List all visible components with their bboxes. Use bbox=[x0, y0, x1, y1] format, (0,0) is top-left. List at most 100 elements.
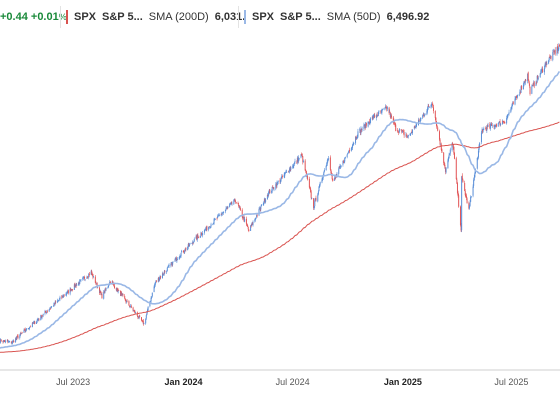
candle-body bbox=[201, 234, 203, 236]
candle-body bbox=[423, 114, 425, 116]
candle-body bbox=[380, 110, 382, 112]
candle-body bbox=[4, 340, 6, 343]
candle-body bbox=[87, 276, 89, 278]
candle-body bbox=[431, 103, 433, 105]
candle-body bbox=[221, 213, 223, 214]
candle-body bbox=[548, 60, 550, 64]
candle-body bbox=[129, 305, 131, 307]
candle-body bbox=[107, 286, 109, 288]
candle-body bbox=[528, 83, 530, 86]
candle-body bbox=[348, 150, 350, 152]
candle-body bbox=[183, 251, 185, 253]
candle-body bbox=[520, 86, 522, 93]
candle-body bbox=[67, 290, 69, 292]
candle-body bbox=[94, 276, 96, 283]
candle-body bbox=[289, 168, 291, 172]
candle-body bbox=[478, 145, 480, 150]
candle-body bbox=[522, 84, 524, 90]
candle-body bbox=[380, 111, 382, 113]
candle-body bbox=[145, 318, 147, 324]
legend-sma-50[interactable]: SPX S&P 5... SMA (50D) 6,496.92 bbox=[244, 6, 430, 28]
candle-body bbox=[46, 311, 48, 314]
candle-body bbox=[69, 288, 71, 294]
candle-body bbox=[515, 96, 517, 100]
candle-body bbox=[407, 135, 409, 137]
candle-body bbox=[389, 112, 391, 118]
candle-body bbox=[344, 157, 346, 158]
candle-body bbox=[101, 293, 103, 299]
candle-body bbox=[457, 192, 459, 196]
candle-body bbox=[543, 68, 545, 73]
candle-body bbox=[166, 267, 168, 271]
candle-body bbox=[231, 203, 233, 205]
candle-body bbox=[343, 162, 345, 163]
candle-body bbox=[208, 226, 210, 230]
candle-body bbox=[523, 81, 525, 86]
candle-body bbox=[254, 219, 256, 222]
candle-body bbox=[273, 188, 275, 190]
candle-body bbox=[424, 114, 426, 116]
candle-body bbox=[224, 209, 226, 212]
candle-body bbox=[126, 300, 128, 302]
candle-body bbox=[275, 184, 277, 187]
candle-body bbox=[3, 340, 5, 342]
candle-body bbox=[42, 315, 44, 317]
candle-body bbox=[297, 158, 299, 162]
candle-body bbox=[27, 328, 29, 330]
candle-body bbox=[55, 301, 57, 303]
candle-body bbox=[444, 167, 446, 172]
candle-body bbox=[321, 179, 323, 183]
candle-body bbox=[281, 175, 283, 178]
candle-body bbox=[503, 121, 505, 123]
candle-body bbox=[96, 282, 98, 284]
candle-body bbox=[314, 200, 316, 207]
candle-body bbox=[197, 237, 199, 238]
candle-body bbox=[54, 301, 56, 304]
candle-body bbox=[527, 72, 529, 81]
candle-body bbox=[0, 339, 2, 342]
legend-spx-change[interactable]: +0.44 +0.01% bbox=[0, 6, 67, 28]
candle-body bbox=[175, 257, 177, 260]
candle-body bbox=[176, 259, 178, 262]
candle-body bbox=[331, 173, 333, 179]
candle-body bbox=[465, 194, 467, 197]
candle-body bbox=[395, 124, 397, 132]
candle-body bbox=[420, 118, 422, 120]
candle-body bbox=[7, 341, 9, 342]
candle-body bbox=[347, 152, 349, 155]
candle-body bbox=[178, 256, 180, 260]
candle-body bbox=[221, 214, 223, 215]
candle-body bbox=[510, 107, 512, 109]
candle-body bbox=[160, 276, 162, 278]
candle-body bbox=[459, 206, 461, 226]
candle-body bbox=[83, 277, 85, 278]
legend-sma-200[interactable]: SPX S&P 5... SMA (200D) 6,031.00 bbox=[66, 6, 258, 28]
candle-body bbox=[121, 294, 123, 296]
candle-body bbox=[218, 215, 220, 216]
candle-body bbox=[137, 316, 139, 318]
candle-body bbox=[214, 219, 216, 220]
candle-body bbox=[42, 313, 44, 316]
candle-body bbox=[309, 187, 311, 190]
candle-body bbox=[195, 236, 197, 239]
candle-body bbox=[121, 292, 123, 295]
candle-body bbox=[314, 198, 316, 201]
candle-body bbox=[449, 153, 451, 155]
candle-body bbox=[340, 166, 342, 167]
candle-body bbox=[88, 273, 90, 278]
candle-body bbox=[325, 165, 327, 171]
candle-body bbox=[493, 125, 495, 127]
candle-body bbox=[209, 226, 211, 228]
candle-body bbox=[491, 125, 493, 126]
candle-body bbox=[166, 271, 168, 273]
candle-body bbox=[170, 262, 172, 264]
candle-body bbox=[558, 45, 560, 50]
candle-body bbox=[468, 205, 470, 209]
candle-body bbox=[100, 291, 102, 294]
candle-body bbox=[229, 204, 231, 207]
candle-body bbox=[268, 192, 270, 196]
candle-body bbox=[233, 199, 235, 204]
candle-body bbox=[63, 294, 65, 296]
candle-body bbox=[343, 161, 345, 163]
